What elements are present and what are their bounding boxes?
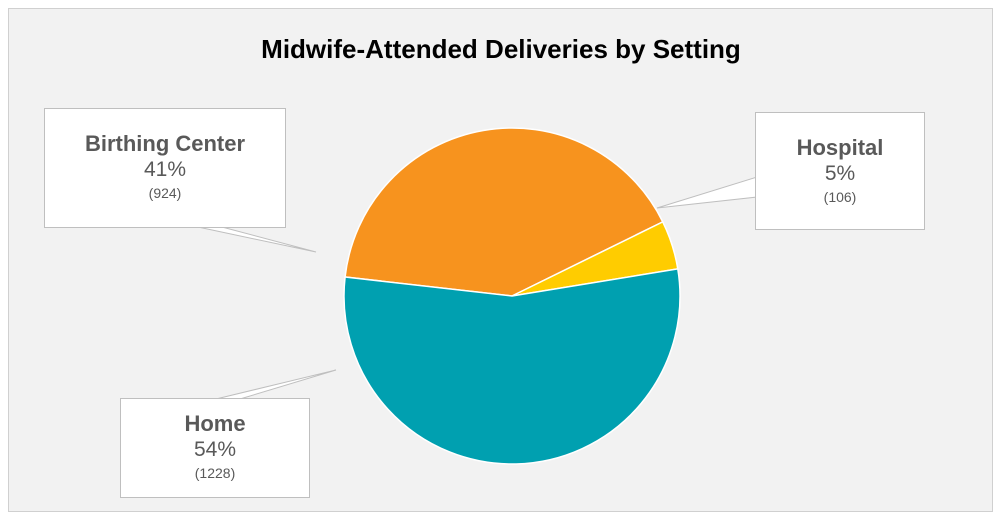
callout-hospital: Hospital 5% (106) xyxy=(755,112,925,230)
slice-label-count: (924) xyxy=(148,185,182,201)
callout-tail-hospital xyxy=(656,176,758,209)
pie-slice-birthing-center xyxy=(344,127,664,297)
slice-label-count: (1228) xyxy=(194,465,236,481)
slice-label-name: Hospital xyxy=(796,135,884,160)
slice-label-count: (106) xyxy=(823,189,857,205)
slice-label-name: Birthing Center xyxy=(84,131,246,156)
callout-home: Home 54% (1228) xyxy=(120,398,310,498)
slice-label-percent: 54% xyxy=(193,438,237,461)
callout-birthing-center: Birthing Center 41% (924) xyxy=(44,108,286,228)
slice-label-percent: 5% xyxy=(824,162,856,185)
chart-title: Midwife-Attended Deliveries by Setting xyxy=(261,34,741,64)
pie-slice-home xyxy=(343,268,681,465)
slice-label-name: Home xyxy=(184,411,246,436)
callout-tail-birthing-center xyxy=(197,226,317,253)
slice-label-percent: 41% xyxy=(143,158,187,181)
callout-tail-home xyxy=(215,369,337,400)
